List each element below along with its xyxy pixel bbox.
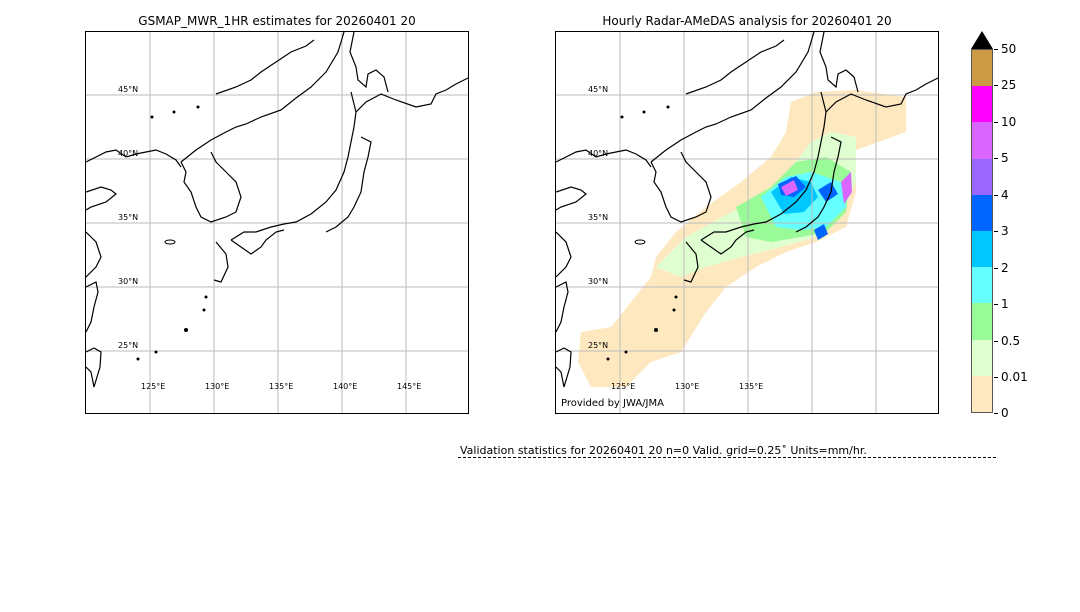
right-lat-label-25: 25°N (588, 341, 609, 350)
colorbar-tick: 5 (994, 151, 1009, 165)
left-lat-label-45: 45°N (118, 85, 139, 94)
colorbar-seg-3 (972, 267, 992, 304)
right-lat-label-30: 30°N (588, 277, 609, 286)
left-lat-label-25: 25°N (118, 341, 139, 350)
colorbar-tick: 50 (994, 42, 1016, 56)
colorbar-seg-1 (972, 339, 992, 376)
colorbar-tick: 4 (994, 188, 1009, 202)
right-map-graphics (556, 32, 938, 413)
left-lon-label-145: 145°E (397, 382, 422, 391)
left-lat-label-30: 30°N (118, 277, 139, 286)
colorbar-tick: 0 (994, 406, 1009, 420)
left-lon-label-125: 125°E (141, 382, 166, 391)
data-credit: Provided by JWA/JMA (561, 398, 664, 409)
right-lat-label-40: 40°N (588, 149, 609, 158)
colorbar-seg-8 (972, 86, 992, 123)
colorbar-tick: 0.01 (994, 370, 1028, 384)
right-lon-label-125: 125°E (611, 382, 636, 391)
left-map-title: GSMAP_MWR_1HR estimates for 20260401 20 (138, 14, 416, 28)
colorbar-tick: 1 (994, 297, 1009, 311)
colorbar-tick: 10 (994, 115, 1016, 129)
right-lon-label-130: 130°E (675, 382, 700, 391)
right-lat-label-45: 45°N (588, 85, 609, 94)
colorbar-seg-0 (972, 375, 992, 412)
colorbar-seg-6 (972, 158, 992, 195)
left-lat-label-35: 35°N (118, 213, 139, 222)
right-lat-label-35: 35°N (588, 213, 609, 222)
colorbar-tick: 0.5 (994, 334, 1020, 348)
left-lon-label-135: 135°E (269, 382, 294, 391)
left-map-graphics (86, 32, 468, 413)
validation-divider (458, 457, 996, 458)
validation-statistics: Validation statistics for 20260401 20 n=… (460, 444, 867, 457)
precip-field (578, 90, 906, 387)
right-lon-label-135: 135°E (739, 382, 764, 391)
left-lat-label-40: 40°N (118, 149, 139, 158)
colorbar-seg-5 (972, 194, 992, 231)
colorbar-seg-7 (972, 122, 992, 159)
colorbar (971, 49, 993, 413)
left-map (85, 31, 469, 414)
right-map (555, 31, 939, 414)
colorbar-seg-4 (972, 230, 992, 268)
left-lon-label-130: 130°E (205, 382, 230, 391)
colorbar-extend-arrow (971, 31, 993, 49)
right-map-title: Hourly Radar-AMeDAS analysis for 2026040… (602, 14, 892, 28)
colorbar-tick: 25 (994, 78, 1016, 92)
colorbar-seg-2 (972, 303, 992, 340)
colorbar-tick: 3 (994, 224, 1009, 238)
left-lon-label-140: 140°E (333, 382, 358, 391)
colorbar-tick: 2 (994, 261, 1009, 275)
colorbar-seg-9 (972, 49, 992, 87)
